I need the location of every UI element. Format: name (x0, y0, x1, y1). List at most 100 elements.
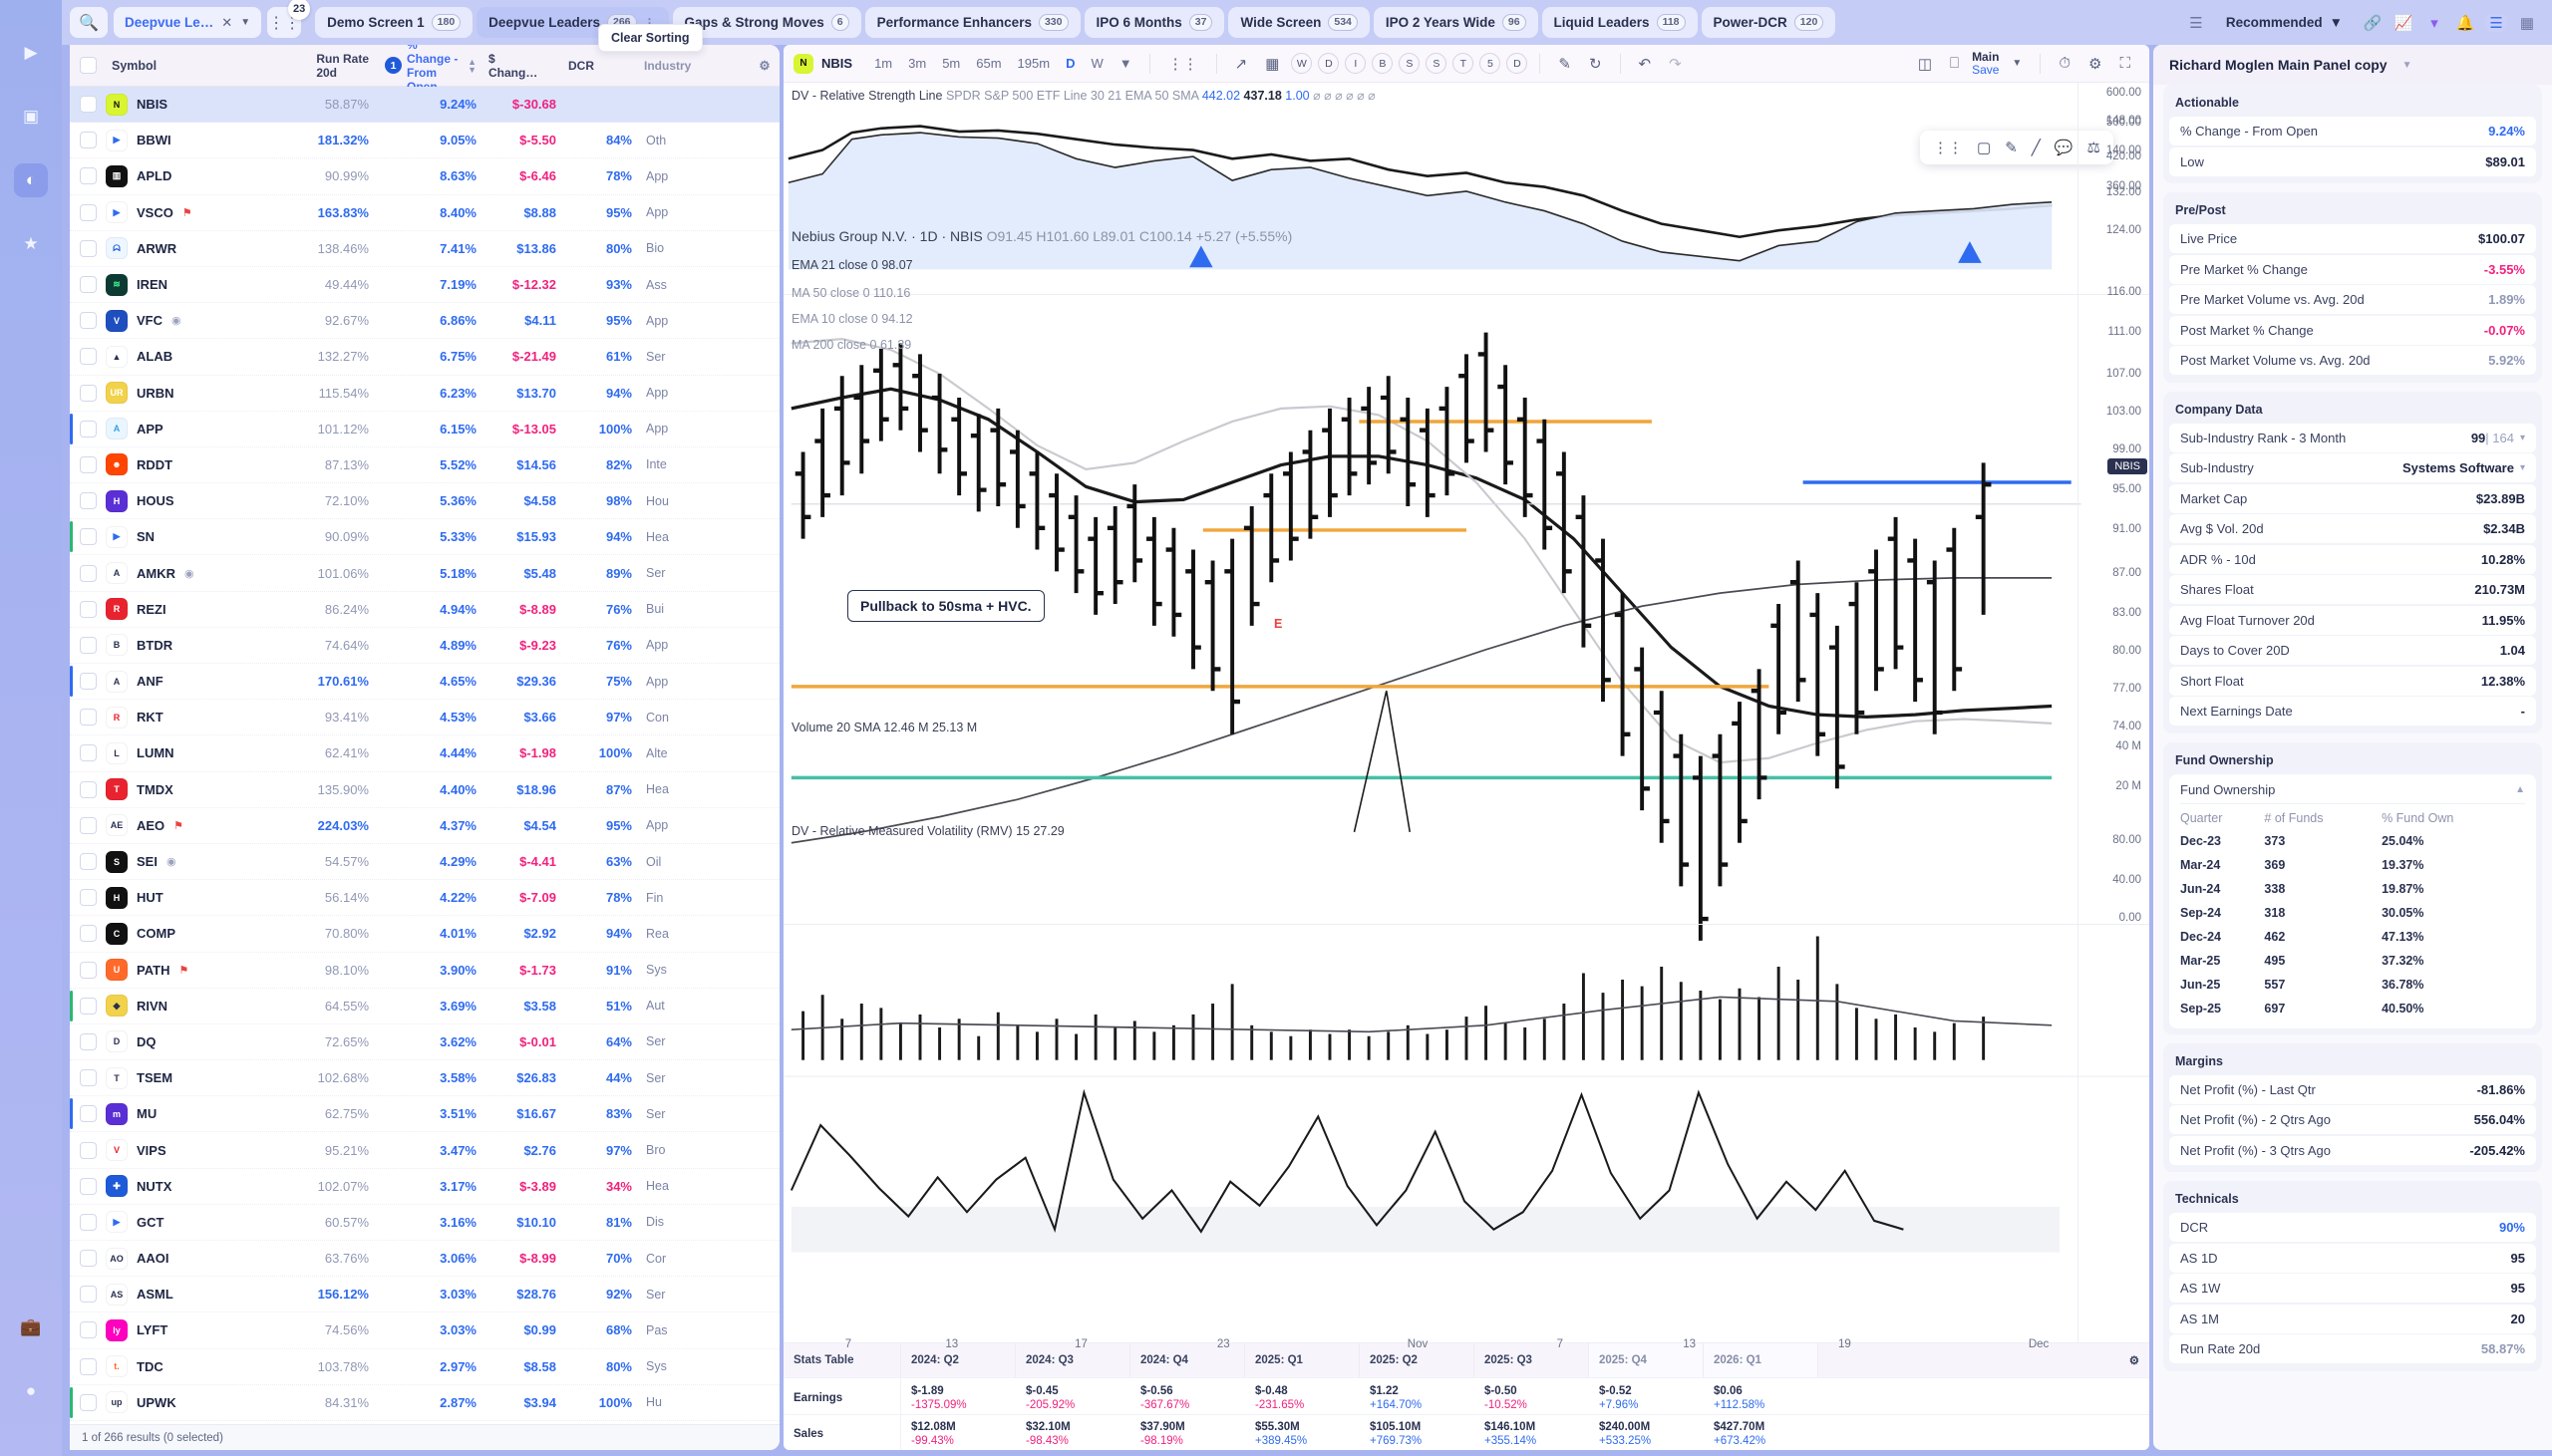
row-checkbox[interactable] (70, 455, 106, 473)
table-row[interactable]: A ANF 170.61% 4.65% $29.36 75% App (70, 664, 780, 701)
chart-tool-i-2[interactable]: I (1345, 53, 1367, 74)
row-checkbox[interactable] (70, 203, 106, 221)
symbol-cell[interactable]: ▶ GCT (106, 1211, 265, 1234)
screen-tab-performance-enhancers[interactable]: Performance Enhancers 330 (864, 7, 1081, 38)
row-checkbox[interactable] (70, 1177, 106, 1195)
table-row[interactable]: m MU 62.75% 3.51% $16.67 83% Ser (70, 1096, 780, 1133)
symbol-cell[interactable]: ✚ NUTX (106, 1175, 265, 1198)
table-row[interactable]: ▥ APLD 90.99% 8.63% $-6.46 78% App (70, 158, 780, 195)
screen-tab-ipo-2-years-wide[interactable]: IPO 2 Years Wide 96 (1373, 7, 1538, 38)
fullscreen-icon[interactable]: ⛶ (2119, 55, 2130, 72)
table-row[interactable]: T TMDX 135.90% 4.40% $18.96 87% Hea (70, 772, 780, 808)
chart-tool-d-8[interactable]: D (1506, 53, 1528, 74)
rail-avatar-icon[interactable]: ● (25, 1381, 37, 1400)
screen-tab-ipo-6-months[interactable]: IPO 6 Months 37 (1084, 7, 1225, 38)
row-checkbox[interactable] (70, 889, 106, 907)
chart-icon[interactable]: 📈 (2393, 14, 2413, 32)
table-row[interactable]: B BTDR 74.64% 4.89% $-9.23 76% App (70, 628, 780, 664)
undo-icon[interactable]: ↶ (1638, 55, 1652, 73)
stats-column-2024-Q2[interactable]: 2024: Q2 (901, 1343, 1016, 1377)
table-row[interactable]: UR URBN 115.54% 6.23% $13.70 94% App (70, 376, 780, 412)
table-row[interactable]: V VIPS 95.21% 3.47% $2.76 97% Bro (70, 1132, 780, 1169)
column-header-pct-change[interactable]: 1 % Change - From Open ▲▼ (375, 45, 482, 94)
row-checkbox[interactable] (70, 853, 106, 871)
list-view-icon[interactable]: ☰ (2485, 13, 2507, 32)
stats-column-2026-Q1[interactable]: 2026: Q1 (1704, 1343, 1818, 1377)
timeframe-195m[interactable]: 195m (1017, 56, 1051, 71)
row-checkbox[interactable] (70, 600, 106, 618)
table-settings-gear-icon[interactable]: ⚙ (759, 59, 771, 73)
table-row[interactable]: ▶ VSCO ⚑ 163.83% 8.40% $8.88 95% App (70, 195, 780, 231)
row-checkbox[interactable] (70, 564, 106, 582)
indicator-settings-icon[interactable]: ⋮⋮ (1167, 55, 1198, 73)
row-checkbox[interactable] (70, 96, 106, 114)
table-row[interactable]: AE AEO ⚑ 224.03% 4.37% $4.54 95% App (70, 808, 780, 844)
save-layout-icon[interactable]: ⎕ (1950, 55, 1960, 72)
row-checkbox[interactable] (70, 239, 106, 257)
symbol-cell[interactable]: ▶ VSCO ⚑ (106, 201, 265, 224)
table-row[interactable]: ◆ RIVN 64.55% 3.69% $3.58 51% Aut (70, 989, 780, 1024)
table-row[interactable]: L LUMN 62.41% 4.44% $-1.98 100% Alte (70, 735, 780, 772)
grid-view-icon[interactable]: ▦ (2519, 14, 2535, 32)
table-row[interactable]: ▶ BBWI 181.32% 9.05% $-5.50 84% Oth (70, 123, 780, 159)
chart-tool-t-6[interactable]: T (1452, 53, 1474, 74)
symbol-cell[interactable]: C COMP (106, 922, 265, 945)
column-header-industry[interactable]: Industry (638, 45, 750, 86)
symbol-cell[interactable]: R REZI (106, 598, 265, 621)
filter-funnel-icon[interactable]: ▾ (2430, 14, 2438, 32)
symbol-cell[interactable]: ly LYFT (106, 1318, 265, 1341)
table-row[interactable]: t. TDC 103.78% 2.97% $8.58 80% Sys (70, 1349, 780, 1385)
row-checkbox[interactable] (70, 709, 106, 727)
shape-icon[interactable]: ▢ (1977, 140, 1992, 156)
chart-tool-s-4[interactable]: S (1399, 53, 1421, 74)
row-checkbox[interactable] (70, 1321, 106, 1339)
symbol-cell[interactable]: H HOUS (106, 489, 265, 512)
table-row[interactable]: ▲ ALAB 132.27% 6.75% $-21.49 61% Ser (70, 339, 780, 376)
stats-gear-icon[interactable]: ⚙ (2128, 1355, 2139, 1367)
row-checkbox[interactable] (70, 528, 106, 546)
redo-icon[interactable]: ↷ (1669, 55, 1682, 73)
row-checkbox[interactable] (70, 1069, 106, 1087)
stats-column-2024-Q3[interactable]: 2024: Q3 (1016, 1343, 1130, 1377)
symbol-cell[interactable]: U PATH ⚑ (106, 959, 265, 982)
symbol-cell[interactable]: L LUMN (106, 741, 265, 764)
chart-tool-w-0[interactable]: W (1291, 53, 1313, 74)
symbol-cell[interactable]: H HUT (106, 886, 265, 909)
table-row[interactable]: H HUT 56.14% 4.22% $-7.09 78% Fin (70, 880, 780, 917)
timeframe-3m[interactable]: 3m (908, 56, 927, 71)
table-row[interactable]: AO AAOI 63.76% 3.06% $-8.99 70% Cor (70, 1241, 780, 1278)
symbol-cell[interactable]: T TSEM (106, 1066, 265, 1089)
symbol-cell[interactable]: ≋ IREN (106, 273, 265, 296)
timeframe-chevron-icon[interactable]: ▼ (1118, 56, 1132, 71)
screen-tab-gaps-strong-moves[interactable]: Gaps & Strong Moves 6 (672, 7, 861, 38)
table-row[interactable]: ✚ NUTX 102.07% 3.17% $-3.89 34% Hea (70, 1169, 780, 1205)
timeframe-W[interactable]: W (1091, 56, 1104, 71)
comment-icon[interactable]: 💬 (2054, 140, 2074, 156)
symbol-cell[interactable]: AS ASML (106, 1283, 265, 1306)
symbol-cell[interactable]: AO AAOI (106, 1247, 265, 1270)
symbol-cell[interactable]: S SEI ◉ (106, 850, 265, 873)
symbol-cell[interactable]: t. TDC (106, 1355, 265, 1378)
row-checkbox[interactable] (70, 384, 106, 402)
bell-icon[interactable]: 🔔 (2455, 14, 2475, 32)
chevron-down-icon[interactable]: ▼ (240, 17, 251, 28)
screen-tab-wide-screen[interactable]: Wide Screen 534 (1228, 7, 1370, 38)
table-row[interactable]: up UPWK 84.31% 2.87% $3.94 100% Hu (70, 1385, 780, 1421)
chevron-down-icon[interactable]: ▼ (2401, 59, 2412, 71)
chart-annotation[interactable]: Pullback to 50sma + HVC. (847, 590, 1045, 622)
filter-button[interactable]: ⋮⋮ 23 (267, 0, 311, 38)
table-row[interactable]: D DQ 72.65% 3.62% $-0.01 64% Ser (70, 1024, 780, 1061)
row-checkbox[interactable] (70, 961, 106, 979)
columns-icon[interactable]: ☰ (2189, 14, 2203, 32)
row-checkbox[interactable] (70, 1105, 106, 1123)
symbol-cell[interactable]: V VIPS (106, 1139, 265, 1162)
column-header-run-rate[interactable]: Run Rate 20d (265, 45, 375, 86)
rail-star-icon[interactable]: ★ (23, 234, 39, 253)
chevron-down-icon[interactable]: ▾ (2519, 432, 2525, 443)
symbol-cell[interactable]: T TMDX (106, 778, 265, 801)
table-row[interactable]: ☻ RDDT 87.13% 5.52% $14.56 82% Inte (70, 447, 780, 484)
row-checkbox[interactable] (70, 1250, 106, 1268)
active-screen-pill[interactable]: Deepvue Le… ✕ ▼ (114, 7, 262, 38)
row-checkbox[interactable] (70, 816, 106, 834)
row-checkbox[interactable] (70, 744, 106, 762)
